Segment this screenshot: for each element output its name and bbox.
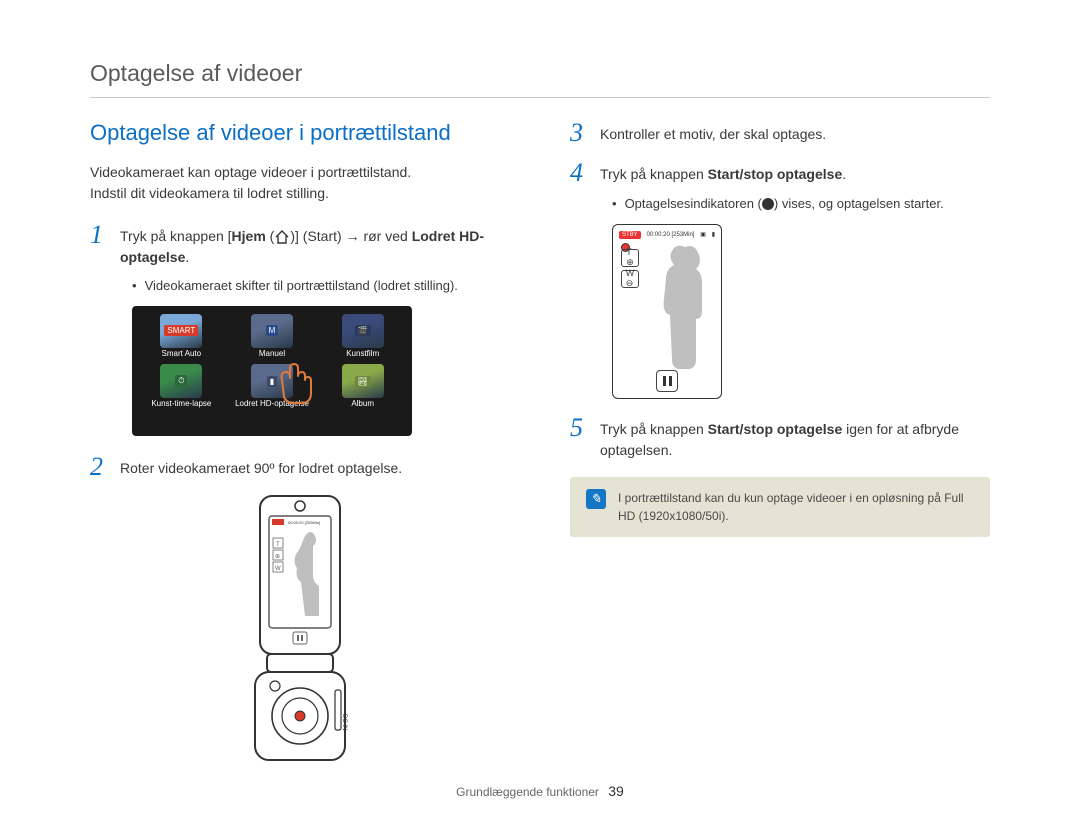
- step-5: 5 Tryk på knappen Start/stop optagelse i…: [570, 415, 990, 461]
- screen-body: T⊕ W⊖: [619, 243, 715, 366]
- note-box: ✎ I portrættilstand kan du kun optage vi…: [570, 477, 990, 537]
- hjem-label: Hjem: [232, 228, 266, 244]
- menu-icon: M: [251, 314, 293, 348]
- step-number: 4: [570, 160, 590, 186]
- step-number: 2: [90, 454, 110, 480]
- intro-text: Videokameraet kan optage videoer i portr…: [90, 162, 510, 204]
- step-1: 1 Tryk på knappen [Hjem ()] (Start) → rø…: [90, 222, 510, 268]
- portrait-screen-illustration: STBY 00:00:20 [253Min] ▣ ▮ T⊕ W⊖: [612, 224, 722, 399]
- right-column: 3 Kontroller et motiv, der skal optages.…: [570, 120, 990, 775]
- step-number: 5: [570, 415, 590, 441]
- step-body: Kontroller et motiv, der skal optages.: [600, 120, 826, 145]
- manual-page: Optagelse af videoer Optagelse af videoe…: [0, 0, 1080, 825]
- zoom-wide-button[interactable]: W⊖: [621, 270, 639, 288]
- step-body: Tryk på knappen Start/stop optagelse ige…: [600, 415, 990, 461]
- home-menu-panel: SMART Smart Auto M Manuel 🎬 Kunstfilm ⏱ Kunst-t…: [132, 306, 412, 436]
- page-footer: Grundlæggende funktioner 39: [0, 783, 1080, 799]
- menu-icon: ▮: [251, 364, 293, 398]
- menu-icon: 🎬: [342, 314, 384, 348]
- menu-item[interactable]: ⏱ Kunst-time-lapse: [142, 364, 221, 409]
- subject-silhouette-icon: [661, 243, 709, 383]
- intro-line-2: Indstil dit videokamera til lodret still…: [90, 185, 329, 201]
- menu-label: Manuel: [233, 350, 312, 359]
- svg-text:⊕: ⊕: [275, 554, 280, 560]
- menu-item[interactable]: 🏞 Album: [323, 364, 402, 409]
- menu-label: Kunst-time-lapse: [142, 400, 221, 409]
- svg-text:DC IN: DC IN: [341, 714, 347, 730]
- svg-text:T: T: [276, 542, 280, 548]
- menu-item[interactable]: M Manuel: [233, 314, 312, 359]
- menu-icon: ⏱: [160, 364, 202, 398]
- page-number: 39: [608, 783, 624, 799]
- menu-item[interactable]: 🎬 Kunstfilm: [323, 314, 402, 359]
- left-column: Optagelse af videoer i portrættilstand V…: [90, 120, 510, 775]
- page-title: Optagelse af videoer: [90, 60, 990, 87]
- note-text: I portrættilstand kan du kun optage vide…: [618, 489, 974, 525]
- menu-icon: 🏞: [342, 364, 384, 398]
- step-2: 2 Roter videokameraet 90º for lodret opt…: [90, 454, 510, 480]
- menu-item[interactable]: SMART Smart Auto: [142, 314, 221, 359]
- timer-text: 00:00:20 [253Min]: [646, 232, 694, 238]
- svg-text:00:00:20 [253Min]: 00:00:20 [253Min]: [288, 520, 320, 525]
- menu-icon: SMART: [160, 314, 202, 348]
- footer-section: Grundlæggende funktioner: [456, 785, 599, 799]
- start-stop-label: Start/stop optagelse: [708, 421, 843, 437]
- intro-line-1: Videokameraet kan optage videoer i portr…: [90, 164, 411, 180]
- touch-hand-icon: [272, 358, 318, 404]
- zoom-controls: T⊕ W⊖: [621, 249, 639, 288]
- step-body: Roter videokameraet 90º for lodret optag…: [120, 454, 402, 479]
- section-heading: Optagelse af videoer i portrættilstand: [90, 120, 510, 146]
- step-body: Tryk på knappen Start/stop optagelse.: [600, 160, 846, 185]
- divider: [90, 97, 990, 98]
- battery-icon: ▮: [712, 231, 715, 238]
- camcorder-illustration: 00:00:20 [253Min] T ⊕ W DC IN: [235, 490, 365, 775]
- step-4: 4 Tryk på knappen Start/stop optagelse.: [570, 160, 990, 186]
- stby-badge: STBY: [619, 231, 641, 239]
- step-4-bullet: Optagelsesindikatoren () vises, og optag…: [612, 194, 990, 214]
- sd-icon: ▣: [700, 231, 706, 238]
- start-stop-label: Start/stop optagelse: [708, 166, 843, 182]
- content-columns: Optagelse af videoer i portrættilstand V…: [90, 120, 990, 775]
- menu-item[interactable]: ▮ Lodret HD-optagelse: [233, 364, 312, 409]
- step-number: 1: [90, 222, 110, 248]
- menu-label: Lodret HD-optagelse: [233, 400, 312, 409]
- menu-label: Kunstfilm: [323, 350, 402, 359]
- menu-label: Smart Auto: [142, 350, 221, 359]
- record-dot-icon: [762, 198, 774, 210]
- screen-status-bar: STBY 00:00:20 [253Min] ▣ ▮: [619, 231, 715, 239]
- step-1-bullet: Videokameraet skifter til portrættilstan…: [132, 276, 510, 296]
- step-number: 3: [570, 120, 590, 146]
- zoom-tele-button[interactable]: T⊕: [621, 249, 639, 267]
- info-icon: ✎: [586, 489, 606, 509]
- step-3: 3 Kontroller et motiv, der skal optages.: [570, 120, 990, 146]
- home-icon: [274, 230, 290, 244]
- svg-text:W: W: [275, 566, 281, 572]
- menu-label: Album: [323, 400, 402, 409]
- step-body: Tryk på knappen [Hjem ()] (Start) → rør …: [120, 222, 510, 268]
